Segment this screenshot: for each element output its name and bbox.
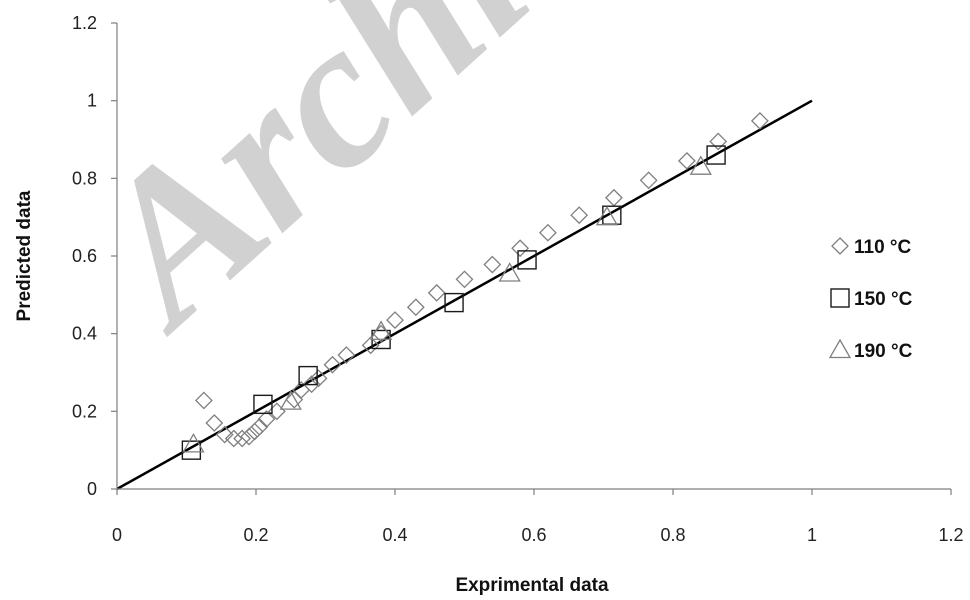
data-point xyxy=(511,239,530,258)
data-point xyxy=(517,250,537,270)
y-tick-label: 0.4 xyxy=(72,324,97,344)
data-point xyxy=(215,425,234,444)
y-axis-title: Predicted data xyxy=(14,190,35,321)
data-point xyxy=(245,422,264,441)
y-tick-label: 0.2 xyxy=(72,401,97,421)
x-tick-label: 1 xyxy=(807,525,817,545)
data-point xyxy=(205,414,224,432)
data-point xyxy=(337,346,356,364)
data-point xyxy=(323,355,342,374)
data-point xyxy=(595,205,619,226)
data-point xyxy=(570,206,589,225)
data-point xyxy=(233,429,252,448)
data-point xyxy=(194,391,213,410)
legend-marker-triangle xyxy=(828,338,852,359)
legend-marker-square xyxy=(830,288,850,308)
x-tick-label: 0.6 xyxy=(521,525,546,545)
data-point xyxy=(427,283,446,302)
data-point xyxy=(386,311,404,329)
data-point xyxy=(361,336,380,355)
data-point xyxy=(455,270,474,289)
legend: 110 °C 150 °C 190 °C xyxy=(828,237,913,362)
data-point xyxy=(689,155,712,175)
data-point xyxy=(224,429,243,448)
data-point xyxy=(677,151,696,170)
x-tick-label: 0 xyxy=(112,525,122,545)
legend-label: 190 °C xyxy=(854,341,913,362)
data-point xyxy=(498,262,521,282)
y-tick-label: 0.8 xyxy=(72,168,97,188)
data-point xyxy=(709,132,728,151)
data-point xyxy=(750,111,769,130)
data-point xyxy=(257,410,276,429)
y-tick-label: 0.6 xyxy=(72,246,97,266)
data-point xyxy=(279,390,302,410)
data-point xyxy=(240,427,258,446)
x-tick-label: 0.2 xyxy=(243,525,268,545)
y-tick-label: 1.2 xyxy=(72,13,97,33)
legend-label: 150 °C xyxy=(854,289,913,310)
data-point xyxy=(298,365,318,386)
data-point xyxy=(181,440,202,460)
axes: 0 0.2 0.4 0.6 0.8 1 1.2 0 0.2 0.4 0.6 0.8 1 1.2 xyxy=(72,13,964,545)
watermark: Archi xyxy=(42,0,570,372)
watermark-text: Archi xyxy=(42,0,570,372)
data-point xyxy=(444,292,464,313)
data-point xyxy=(538,223,557,242)
x-axis-title: Exprimental data xyxy=(455,575,609,596)
data-point xyxy=(253,394,273,415)
data-point xyxy=(369,320,393,340)
data-point xyxy=(182,433,205,453)
data-point xyxy=(639,171,658,190)
series-diamond xyxy=(194,111,769,448)
data-point xyxy=(483,255,502,274)
data-point xyxy=(250,417,269,436)
data-point xyxy=(706,145,726,165)
legend-label: 110 °C xyxy=(854,237,912,258)
y-tick-label: 1 xyxy=(87,91,97,111)
data-point xyxy=(605,188,623,207)
series-triangle xyxy=(182,155,712,453)
x-tick-label: 1.2 xyxy=(938,525,963,545)
legend-marker-diamond xyxy=(831,237,849,255)
x-tick-label: 0.8 xyxy=(660,525,685,545)
plot-area xyxy=(116,99,813,491)
y-tick-label: 0 xyxy=(87,479,97,499)
data-point xyxy=(309,369,328,388)
data-point xyxy=(406,298,425,317)
x-tick-label: 0.4 xyxy=(382,525,407,545)
